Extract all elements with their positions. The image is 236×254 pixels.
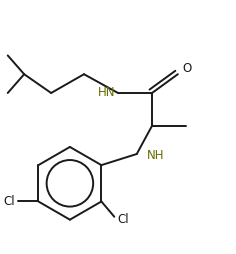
Text: O: O [182, 62, 191, 75]
Text: Cl: Cl [3, 195, 15, 208]
Text: NH: NH [147, 149, 165, 162]
Text: Cl: Cl [118, 213, 130, 226]
Text: HN: HN [98, 86, 116, 99]
